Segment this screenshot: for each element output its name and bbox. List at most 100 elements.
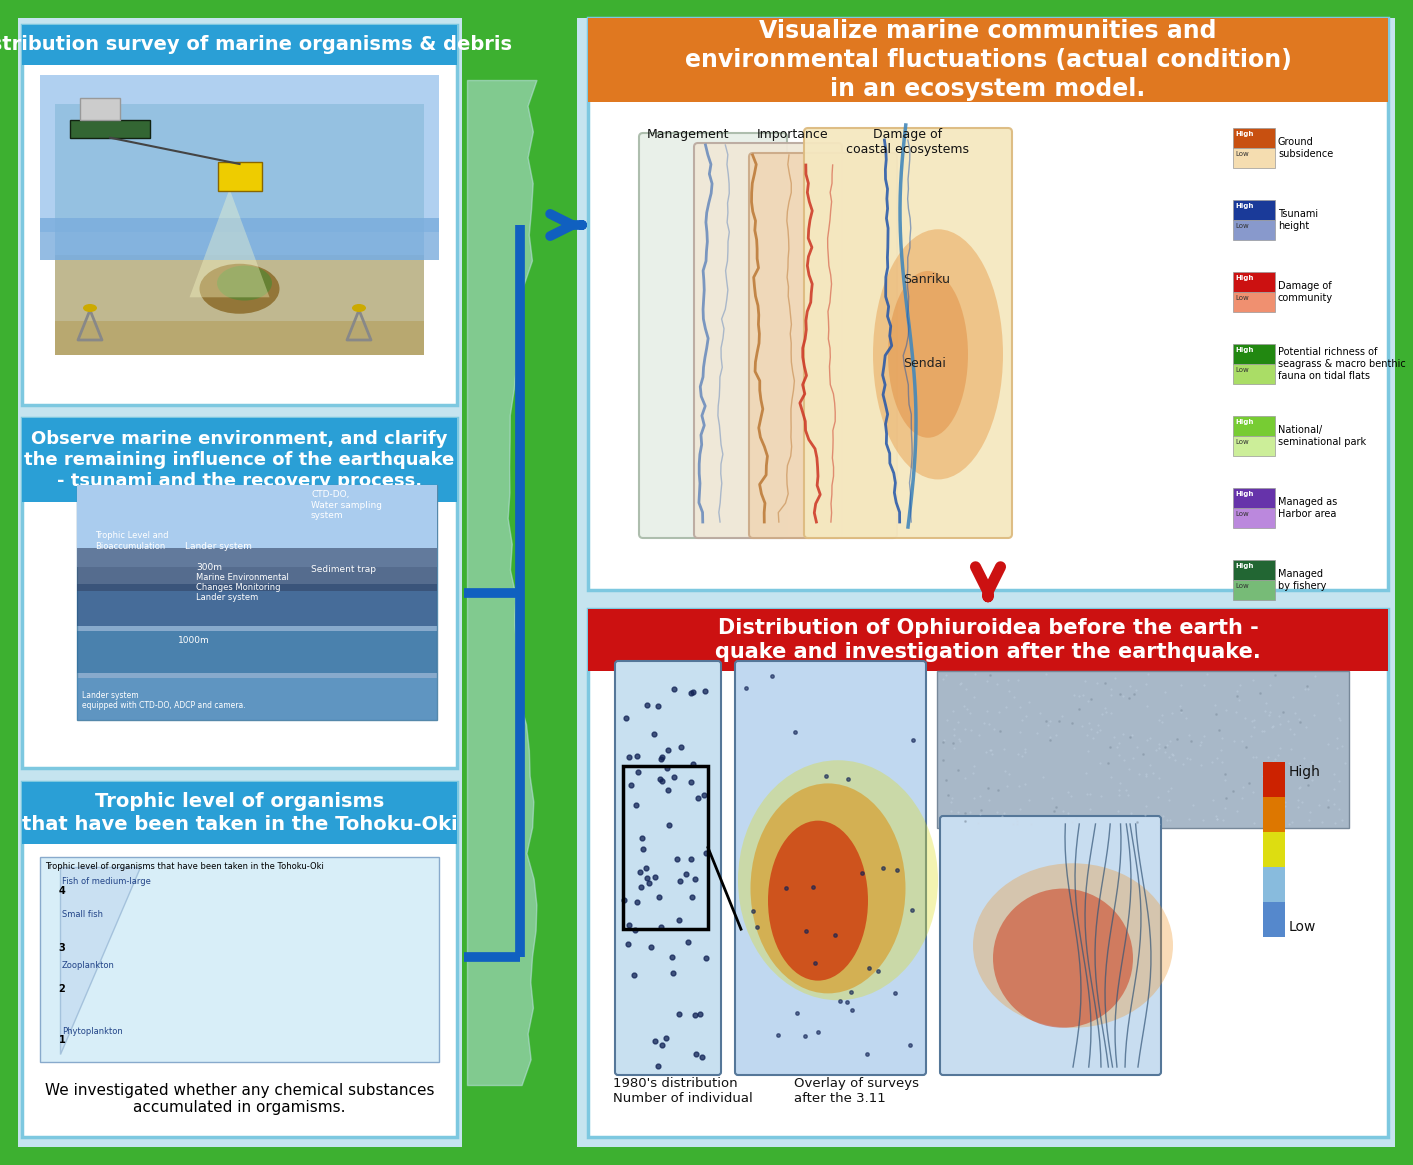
Text: High: High xyxy=(1235,490,1253,497)
FancyBboxPatch shape xyxy=(23,418,456,502)
Text: Lander system
equipped with CTD-DO, ADCP and camera.: Lander system equipped with CTD-DO, ADCP… xyxy=(82,691,246,709)
FancyBboxPatch shape xyxy=(23,24,456,405)
Text: High: High xyxy=(1235,563,1253,569)
FancyBboxPatch shape xyxy=(1234,220,1275,240)
Text: Visualize marine communities and
environmental fluctuations (actual condition)
i: Visualize marine communities and environ… xyxy=(684,20,1291,100)
Bar xyxy=(623,767,708,930)
Text: High: High xyxy=(1235,347,1253,353)
Text: High: High xyxy=(1235,419,1253,425)
FancyBboxPatch shape xyxy=(1234,292,1275,312)
Text: 4: 4 xyxy=(58,885,65,896)
Text: Distribution of Ophiuroidea before the earth -
quake and investigation after the: Distribution of Ophiuroidea before the e… xyxy=(715,617,1260,662)
Text: Observe marine environment, and clarify
the remaining influence of the earthquak: Observe marine environment, and clarify … xyxy=(24,430,455,490)
Ellipse shape xyxy=(887,271,968,438)
FancyBboxPatch shape xyxy=(588,17,1388,103)
FancyBboxPatch shape xyxy=(1263,832,1284,867)
Text: 3: 3 xyxy=(58,942,65,953)
Text: Low: Low xyxy=(1235,295,1249,301)
Ellipse shape xyxy=(199,263,280,313)
FancyBboxPatch shape xyxy=(1234,508,1275,528)
FancyBboxPatch shape xyxy=(639,133,787,538)
Ellipse shape xyxy=(750,783,906,994)
FancyBboxPatch shape xyxy=(23,782,456,1137)
Text: High: High xyxy=(1235,130,1253,137)
FancyBboxPatch shape xyxy=(76,549,437,591)
FancyBboxPatch shape xyxy=(55,255,424,355)
FancyBboxPatch shape xyxy=(940,816,1161,1075)
Text: 1: 1 xyxy=(58,1036,65,1045)
Text: Fish of medium-large: Fish of medium-large xyxy=(62,877,151,887)
FancyBboxPatch shape xyxy=(76,584,437,626)
FancyBboxPatch shape xyxy=(1263,867,1284,902)
Text: Low: Low xyxy=(1235,511,1249,517)
Text: Marine Environmental
Changes Monitoring
Lander system: Marine Environmental Changes Monitoring … xyxy=(196,573,288,602)
Text: Potential richness of
seagrass & macro benthic
fauna on tidal flats: Potential richness of seagrass & macro b… xyxy=(1277,347,1406,381)
Text: Low: Low xyxy=(1235,367,1249,373)
FancyBboxPatch shape xyxy=(0,1148,1413,1165)
FancyBboxPatch shape xyxy=(588,609,1388,671)
FancyBboxPatch shape xyxy=(1263,762,1284,797)
FancyBboxPatch shape xyxy=(0,0,18,1165)
FancyBboxPatch shape xyxy=(749,153,897,538)
FancyBboxPatch shape xyxy=(804,128,1012,538)
FancyBboxPatch shape xyxy=(1234,148,1275,168)
Text: Sendai: Sendai xyxy=(903,356,945,369)
Polygon shape xyxy=(59,867,140,1054)
Text: 300m: 300m xyxy=(196,563,222,572)
Text: Low: Low xyxy=(1235,582,1249,589)
FancyBboxPatch shape xyxy=(81,98,120,120)
Text: Sanriku: Sanriku xyxy=(903,274,950,287)
Text: 2: 2 xyxy=(58,984,65,994)
Ellipse shape xyxy=(738,761,938,1001)
FancyBboxPatch shape xyxy=(0,0,1413,17)
FancyBboxPatch shape xyxy=(462,17,577,1148)
Text: Overlay of surveys
after the 3.11: Overlay of surveys after the 3.11 xyxy=(794,1076,918,1104)
Text: Small fish: Small fish xyxy=(62,910,103,919)
FancyBboxPatch shape xyxy=(55,320,424,355)
FancyBboxPatch shape xyxy=(55,104,424,260)
Text: Damage of
coastal ecosystems: Damage of coastal ecosystems xyxy=(846,128,969,156)
Text: Low: Low xyxy=(1235,439,1249,445)
FancyBboxPatch shape xyxy=(1234,200,1275,220)
Text: Trophic level of organisms that have been taken in the Tohoku-Oki: Trophic level of organisms that have bee… xyxy=(45,862,324,871)
Text: 1980's distribution
Number of individual: 1980's distribution Number of individual xyxy=(613,1076,753,1104)
FancyBboxPatch shape xyxy=(76,678,437,720)
Text: Managed as
Harbor area: Managed as Harbor area xyxy=(1277,497,1337,518)
Text: Trophic Level and
Bioaccumulation: Trophic Level and Bioaccumulation xyxy=(95,531,168,551)
FancyBboxPatch shape xyxy=(40,75,439,232)
Ellipse shape xyxy=(769,820,868,981)
Ellipse shape xyxy=(352,304,366,312)
FancyBboxPatch shape xyxy=(937,671,1349,828)
FancyBboxPatch shape xyxy=(588,17,1388,589)
Text: Sediment trap: Sediment trap xyxy=(311,565,376,574)
FancyBboxPatch shape xyxy=(694,143,842,538)
Text: Tsunami
height: Tsunami height xyxy=(1277,210,1318,231)
FancyBboxPatch shape xyxy=(18,17,1395,1148)
Text: High: High xyxy=(1235,203,1253,209)
Text: Ground
subsidence: Ground subsidence xyxy=(1277,137,1334,158)
FancyBboxPatch shape xyxy=(1234,128,1275,148)
FancyBboxPatch shape xyxy=(40,218,439,260)
FancyBboxPatch shape xyxy=(76,630,437,673)
Text: Lander system: Lander system xyxy=(185,542,252,551)
FancyBboxPatch shape xyxy=(76,485,437,720)
FancyBboxPatch shape xyxy=(1395,0,1413,1165)
FancyBboxPatch shape xyxy=(1263,797,1284,832)
Text: Low: Low xyxy=(1289,920,1317,934)
Text: Low: Low xyxy=(1235,223,1249,230)
Text: Management: Management xyxy=(647,128,729,141)
FancyBboxPatch shape xyxy=(23,418,456,768)
FancyBboxPatch shape xyxy=(1234,363,1275,384)
FancyBboxPatch shape xyxy=(23,24,456,65)
FancyBboxPatch shape xyxy=(1234,488,1275,508)
FancyBboxPatch shape xyxy=(1234,580,1275,600)
FancyBboxPatch shape xyxy=(615,661,721,1075)
Text: An example of bottom Image: An example of bottom Image xyxy=(978,673,1181,687)
Text: National/
seminational park: National/ seminational park xyxy=(1277,425,1366,447)
FancyBboxPatch shape xyxy=(218,162,261,191)
Text: High: High xyxy=(1289,765,1321,779)
Text: 1000m: 1000m xyxy=(178,636,209,644)
FancyBboxPatch shape xyxy=(735,661,926,1075)
Ellipse shape xyxy=(83,304,97,312)
Text: We investigated whether any chemical substances
accumulated in orgamisms.: We investigated whether any chemical sub… xyxy=(45,1082,434,1115)
